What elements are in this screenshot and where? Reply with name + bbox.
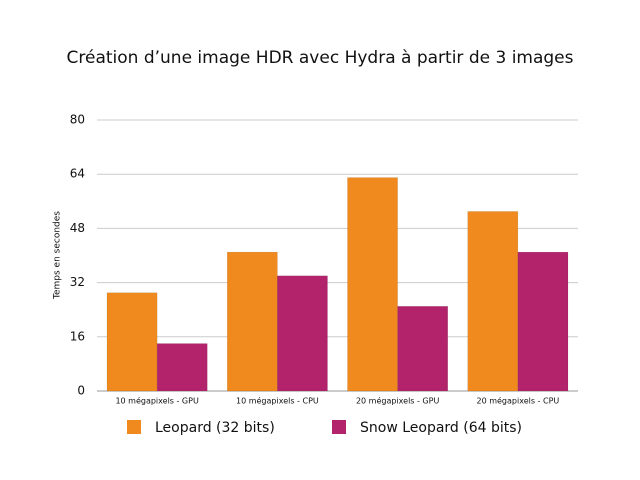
bar bbox=[467, 211, 519, 392]
y-tick-label: 48 bbox=[70, 221, 85, 235]
legend-swatch bbox=[332, 420, 346, 434]
y-axis-label: Temps en secondes bbox=[53, 211, 63, 300]
legend-label: Leopard (32 bits) bbox=[155, 420, 275, 436]
bar bbox=[397, 306, 448, 392]
bar bbox=[227, 251, 278, 392]
x-tick-label: 10 mégapixels - CPU bbox=[236, 396, 319, 406]
y-tick-label: 0 bbox=[77, 384, 85, 398]
bar bbox=[347, 177, 398, 392]
legend-swatch bbox=[127, 420, 141, 434]
bar bbox=[106, 292, 158, 392]
y-tick-label: 16 bbox=[70, 329, 85, 343]
x-tick-label: 10 mégapixels - GPU bbox=[115, 396, 199, 406]
y-tick-label: 32 bbox=[70, 275, 85, 289]
bar bbox=[277, 275, 328, 392]
y-tick-label: 64 bbox=[70, 167, 85, 181]
x-tick-label: 20 mégapixels - GPU bbox=[356, 396, 440, 406]
bar bbox=[156, 343, 208, 392]
bar bbox=[517, 251, 569, 392]
legend-label: Snow Leopard (64 bits) bbox=[360, 420, 522, 436]
y-tick-label: 80 bbox=[70, 113, 85, 127]
chart-title: Création d’une image HDR avec Hydra à pa… bbox=[67, 48, 574, 68]
x-tick-label: 20 mégapixels - CPU bbox=[476, 396, 559, 406]
